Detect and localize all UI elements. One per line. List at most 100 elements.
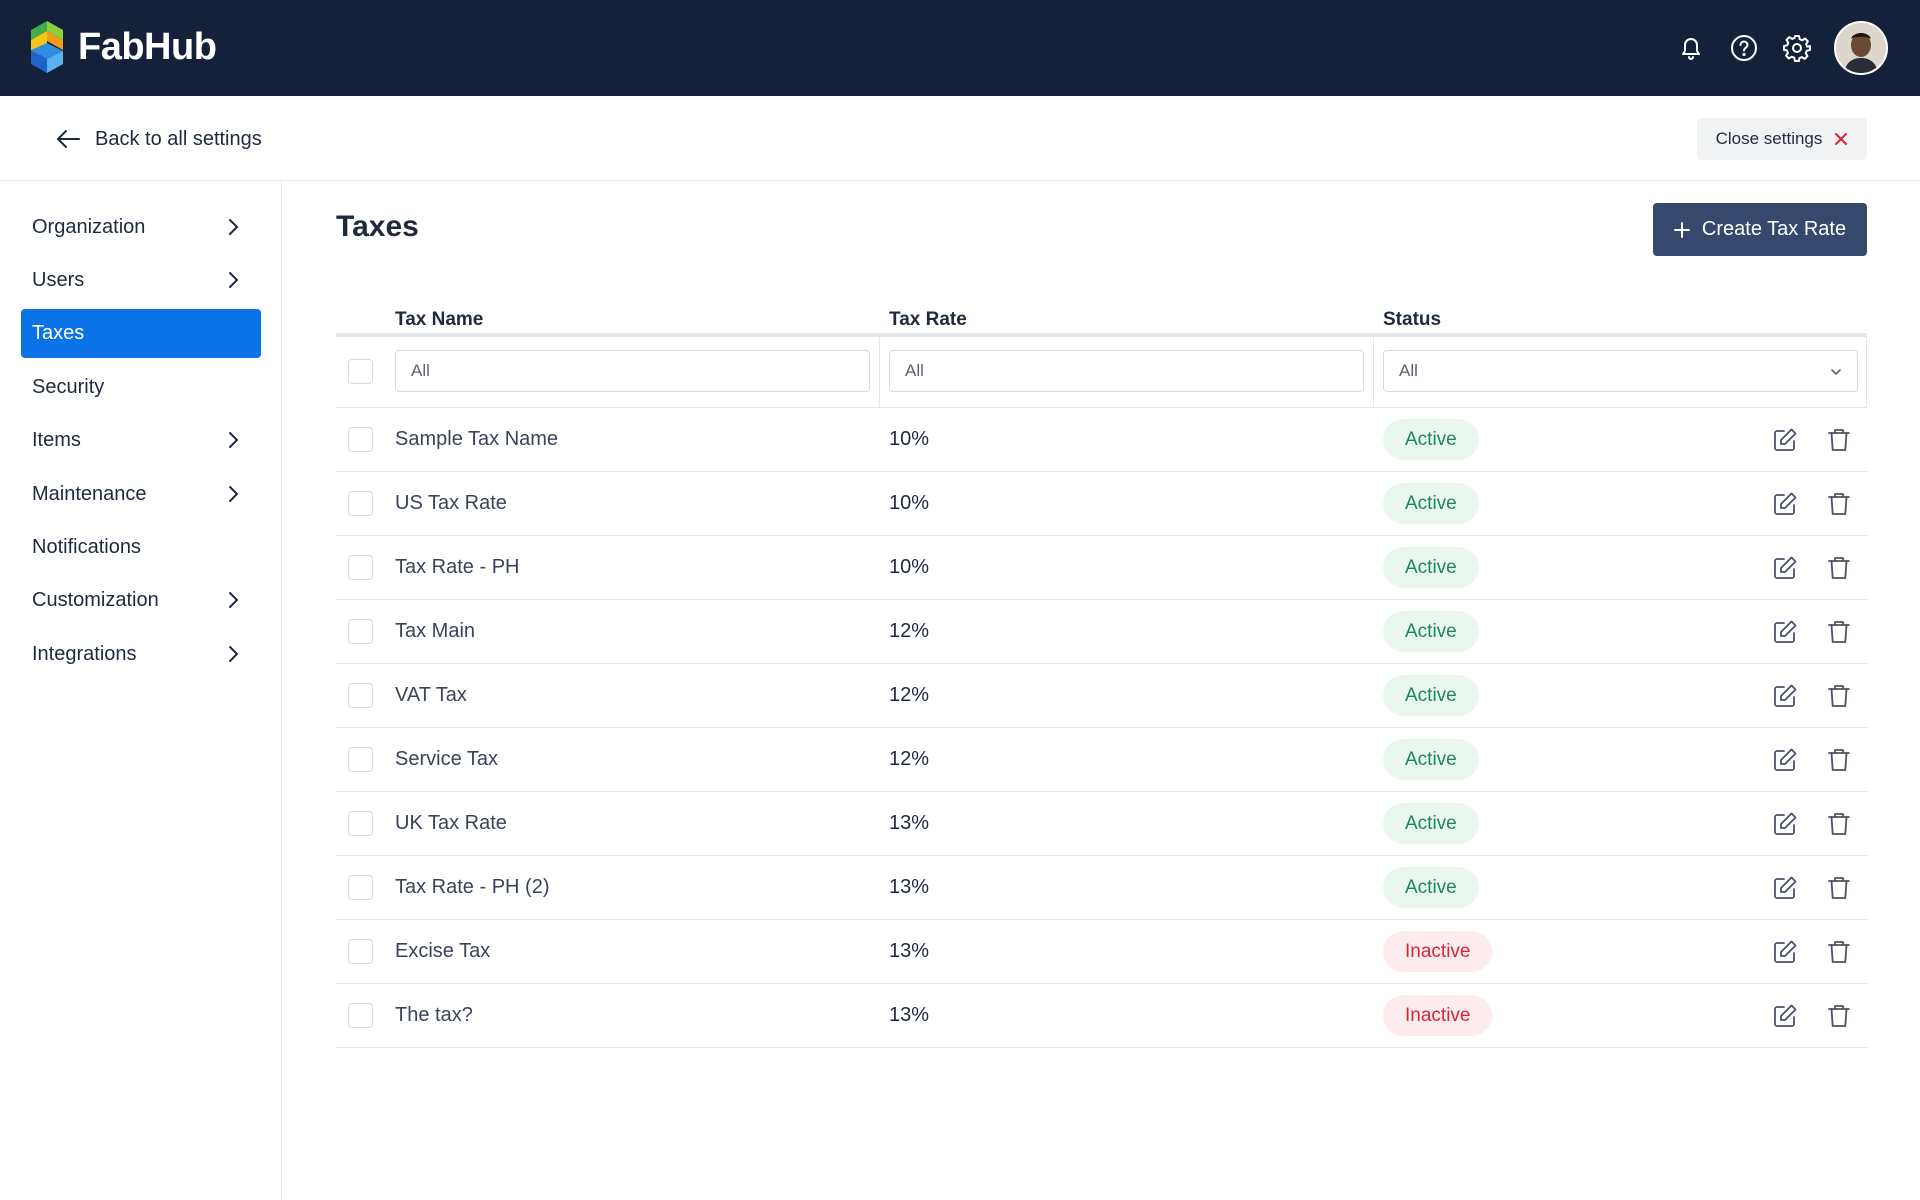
sidebar-item-customization[interactable]: Customization bbox=[21, 576, 261, 625]
edit-icon[interactable] bbox=[1771, 746, 1799, 774]
gear-icon[interactable] bbox=[1779, 30, 1815, 66]
table-row[interactable]: Tax Main 12% Active bbox=[336, 600, 1867, 664]
status-filter-select[interactable]: All bbox=[1383, 350, 1858, 392]
edit-icon[interactable] bbox=[1771, 554, 1799, 582]
tax-name-cell: Excise Tax bbox=[395, 940, 491, 962]
sidebar-item-organization[interactable]: Organization bbox=[21, 203, 261, 252]
tax-name-cell: UK Tax Rate bbox=[395, 812, 507, 834]
sidebar-item-integrations[interactable]: Integrations bbox=[21, 630, 261, 679]
edit-icon[interactable] bbox=[1771, 938, 1799, 966]
row-checkbox[interactable] bbox=[348, 1003, 373, 1028]
back-to-settings-link[interactable]: Back to all settings bbox=[55, 120, 262, 158]
chevron-right-icon bbox=[229, 486, 239, 502]
row-checkbox[interactable] bbox=[348, 875, 373, 900]
row-checkbox[interactable] bbox=[348, 491, 373, 516]
table-row[interactable]: Tax Rate - PH (2) 13% Active bbox=[336, 856, 1867, 920]
tax-rate-cell: 13% bbox=[889, 940, 930, 962]
row-checkbox[interactable] bbox=[348, 747, 373, 772]
table-row[interactable]: Service Tax 12% Active bbox=[336, 728, 1867, 792]
close-settings-button[interactable]: Close settings bbox=[1697, 118, 1867, 160]
edit-icon[interactable] bbox=[1771, 426, 1799, 454]
table-row[interactable]: UK Tax Rate 13% Active bbox=[336, 792, 1867, 856]
table-row[interactable]: Sample Tax Name 10% Active bbox=[336, 408, 1867, 472]
sidebar-item-security[interactable]: Security bbox=[21, 363, 261, 412]
column-divider bbox=[879, 337, 880, 408]
tax-rate-cell: 12% bbox=[889, 748, 930, 770]
table-row[interactable]: Excise Tax 13% Inactive bbox=[336, 920, 1867, 984]
trash-icon[interactable] bbox=[1825, 426, 1853, 454]
status-badge: Inactive bbox=[1383, 995, 1493, 1036]
page-title: Taxes bbox=[336, 210, 419, 243]
app-name: FabHub bbox=[78, 25, 217, 68]
column-header-status[interactable]: Status bbox=[1383, 309, 1442, 330]
tax-name-cell: Tax Rate - PH bbox=[395, 556, 520, 578]
sidebar-item-label: Integrations bbox=[32, 643, 137, 665]
table-row[interactable]: US Tax Rate 10% Active bbox=[336, 472, 1867, 536]
tax-name-filter-input[interactable] bbox=[395, 350, 870, 392]
edit-icon[interactable] bbox=[1771, 810, 1799, 838]
status-badge: Active bbox=[1383, 483, 1479, 524]
trash-icon[interactable] bbox=[1825, 618, 1853, 646]
row-checkbox[interactable] bbox=[348, 939, 373, 964]
avatar[interactable] bbox=[1834, 21, 1888, 75]
column-header-tax-rate[interactable]: Tax Rate bbox=[889, 309, 967, 330]
user-avatar-icon bbox=[1836, 23, 1886, 73]
trash-icon[interactable] bbox=[1825, 490, 1853, 518]
status-badge: Active bbox=[1383, 739, 1479, 780]
edit-icon[interactable] bbox=[1771, 618, 1799, 646]
trash-icon[interactable] bbox=[1825, 874, 1853, 902]
settings-subheader: Back to all settings Close settings bbox=[0, 96, 1920, 181]
trash-icon[interactable] bbox=[1825, 810, 1853, 838]
table-row[interactable]: Tax Rate - PH 10% Active bbox=[336, 536, 1867, 600]
help-circle-icon[interactable] bbox=[1726, 30, 1762, 66]
chevron-right-icon bbox=[229, 646, 239, 662]
app-logo[interactable]: FabHub bbox=[31, 21, 217, 73]
trash-icon[interactable] bbox=[1825, 938, 1853, 966]
edit-icon[interactable] bbox=[1771, 874, 1799, 902]
tax-rate-cell: 13% bbox=[889, 876, 930, 898]
table-row[interactable]: VAT Tax 12% Active bbox=[336, 664, 1867, 728]
tax-rate-cell: 13% bbox=[889, 1004, 930, 1026]
settings-sidebar: Organization Users Taxes Security Items … bbox=[0, 181, 282, 1200]
select-all-checkbox[interactable] bbox=[348, 359, 373, 384]
sidebar-item-items[interactable]: Items bbox=[21, 416, 261, 465]
notifications-bell-icon[interactable] bbox=[1673, 30, 1709, 66]
status-badge: Active bbox=[1383, 803, 1479, 844]
chevron-right-icon bbox=[229, 432, 239, 448]
sidebar-item-label: Security bbox=[32, 376, 105, 398]
edit-icon[interactable] bbox=[1771, 1002, 1799, 1030]
tax-name-cell: Service Tax bbox=[395, 748, 499, 770]
sidebar-item-taxes[interactable]: Taxes bbox=[21, 309, 261, 358]
column-divider bbox=[1866, 337, 1867, 408]
chevron-right-icon bbox=[229, 592, 239, 608]
tax-name-cell: The tax? bbox=[395, 1004, 473, 1026]
sidebar-item-label: Items bbox=[32, 429, 81, 451]
sidebar-item-label: Users bbox=[32, 269, 85, 291]
sidebar-item-notifications[interactable]: Notifications bbox=[21, 523, 261, 572]
trash-icon[interactable] bbox=[1825, 554, 1853, 582]
table-body: Sample Tax Name 10% Active US Tax Rate 10% Ac… bbox=[336, 408, 1867, 1048]
column-header-tax-name[interactable]: Tax Name bbox=[395, 309, 484, 330]
sidebar-item-label: Maintenance bbox=[32, 483, 147, 505]
status-badge: Active bbox=[1383, 867, 1479, 908]
tax-name-cell: VAT Tax bbox=[395, 684, 467, 706]
trash-icon[interactable] bbox=[1825, 746, 1853, 774]
trash-icon[interactable] bbox=[1825, 1002, 1853, 1030]
sidebar-item-maintenance[interactable]: Maintenance bbox=[21, 470, 261, 519]
trash-icon[interactable] bbox=[1825, 682, 1853, 710]
table-row[interactable]: The tax? 13% Inactive bbox=[336, 984, 1867, 1048]
row-checkbox[interactable] bbox=[348, 811, 373, 836]
create-tax-rate-label: Create Tax Rate bbox=[1701, 218, 1847, 240]
edit-icon[interactable] bbox=[1771, 682, 1799, 710]
create-tax-rate-button[interactable]: Create Tax Rate bbox=[1653, 203, 1867, 256]
row-checkbox[interactable] bbox=[348, 427, 373, 452]
sidebar-item-label: Taxes bbox=[32, 322, 85, 344]
taxes-table: Tax Name Tax Rate Status All Sample Tax … bbox=[336, 295, 1867, 1048]
tax-rate-filter-input[interactable] bbox=[889, 350, 1364, 392]
edit-icon[interactable] bbox=[1771, 490, 1799, 518]
row-checkbox[interactable] bbox=[348, 683, 373, 708]
top-navbar: FabHub bbox=[0, 0, 1920, 96]
row-checkbox[interactable] bbox=[348, 555, 373, 580]
sidebar-item-users[interactable]: Users bbox=[21, 256, 261, 305]
row-checkbox[interactable] bbox=[348, 619, 373, 644]
